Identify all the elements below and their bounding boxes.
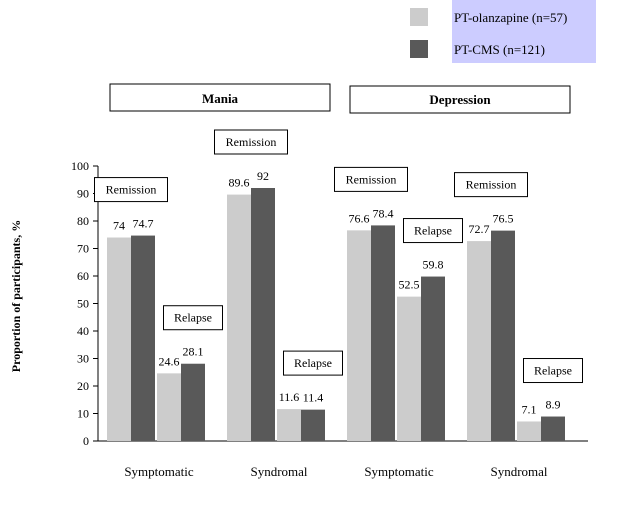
x-tick-label: Symptomatic (124, 464, 194, 479)
bar-olanzapine-remission (107, 237, 131, 441)
y-tick-label: 30 (77, 352, 89, 366)
annotation-box (214, 129, 288, 155)
y-tick-label: 40 (77, 324, 89, 338)
y-tick-label: 60 (77, 269, 89, 283)
y-tick-label: 80 (77, 214, 89, 228)
bar-olanzapine-remission (347, 230, 371, 441)
bar-olanzapine-remission (467, 241, 491, 441)
panel-header-depression: Depression (429, 92, 491, 107)
annotation-box (454, 172, 528, 198)
legend-label-cms: PT-CMS (n=121) (454, 42, 545, 57)
bar-cms-remission (371, 225, 395, 441)
value-label: 52.5 (399, 278, 420, 292)
annotations: Remission Relapse Remission Relapse Remissio… (94, 129, 583, 384)
annotation-remission: Remission (106, 183, 157, 197)
value-label: 8.9 (546, 398, 561, 412)
legend-label-olanzapine: PT-olanzapine (n=57) (454, 10, 567, 25)
bar-olanzapine-relapse (277, 409, 301, 441)
annotation-box (334, 166, 408, 192)
value-label: 24.6 (159, 354, 180, 368)
legend-background (452, 0, 596, 63)
y-tick-label: 70 (77, 242, 89, 256)
x-tick-label: Syndromal (250, 464, 307, 479)
bar-cms-remission (251, 188, 275, 441)
legend-swatch-cms (410, 40, 428, 58)
annotation-relapse: Relapse (174, 311, 212, 325)
value-label: 11.6 (279, 390, 300, 404)
panel-header-depression-box (349, 85, 571, 114)
bar-olanzapine-relapse (157, 373, 181, 441)
annotation-remission: Remission (346, 172, 397, 186)
bar-cms-relapse (181, 363, 205, 441)
value-label: 59.8 (423, 258, 444, 272)
annotation-remission: Remission (466, 178, 517, 192)
annotation-relapse: Relapse (414, 224, 452, 238)
y-tick-label: 0 (83, 434, 89, 448)
x-tick-label: Syndromal (490, 464, 547, 479)
panel-header-mania: Mania (202, 91, 239, 106)
annotation-relapse: Relapse (534, 364, 572, 378)
value-labels: 74 74.7 24.628.1 89.6 92 11.6 11.4 76.6 78.4 52.5… (113, 169, 561, 416)
value-label: 74 (113, 219, 125, 233)
bar-cms-remission (491, 230, 515, 441)
bar-olanzapine-remission (227, 194, 251, 441)
annotation-box (523, 358, 583, 384)
value-label: 92 (257, 169, 269, 183)
y-tick-label: 10 (77, 407, 89, 421)
legend-swatch-olanzapine (410, 8, 428, 26)
panel-header-mania-box (109, 83, 331, 112)
annotation-box (283, 350, 343, 376)
bar-cms-relapse (421, 276, 445, 441)
y-tick-label: 50 (77, 297, 89, 311)
y-axis-label: Proportion of participants, % (9, 220, 23, 372)
y-tick-label: 20 (77, 379, 89, 393)
value-label: 11.4 (303, 391, 324, 405)
value-label: 72.7 (469, 222, 490, 236)
y-tick-label: 90 (77, 187, 89, 201)
bars (107, 188, 565, 441)
annotation-remission: Remission (226, 135, 277, 149)
value-label: 76.5 (493, 212, 514, 226)
value-label: 89.6 (229, 176, 250, 190)
annotation-box (403, 218, 463, 244)
value-label: 7.1 (522, 402, 537, 416)
value-label: 76.6 (349, 211, 370, 225)
bar-cms-relapse (541, 416, 565, 441)
annotation-box (163, 305, 223, 331)
value-label: 78.4 (373, 206, 394, 220)
bar-olanzapine-relapse (517, 421, 541, 441)
x-tick-label: Symptomatic (364, 464, 434, 479)
value-label: 74.7 (133, 217, 154, 231)
annotation-relapse: Relapse (294, 356, 332, 370)
annotation-box (94, 177, 168, 203)
bar-cms-remission (131, 235, 155, 441)
bar-cms-relapse (301, 409, 325, 441)
value-label: 28.1 (183, 345, 204, 359)
y-tick-label: 100 (71, 159, 89, 173)
bar-olanzapine-relapse (397, 296, 421, 441)
